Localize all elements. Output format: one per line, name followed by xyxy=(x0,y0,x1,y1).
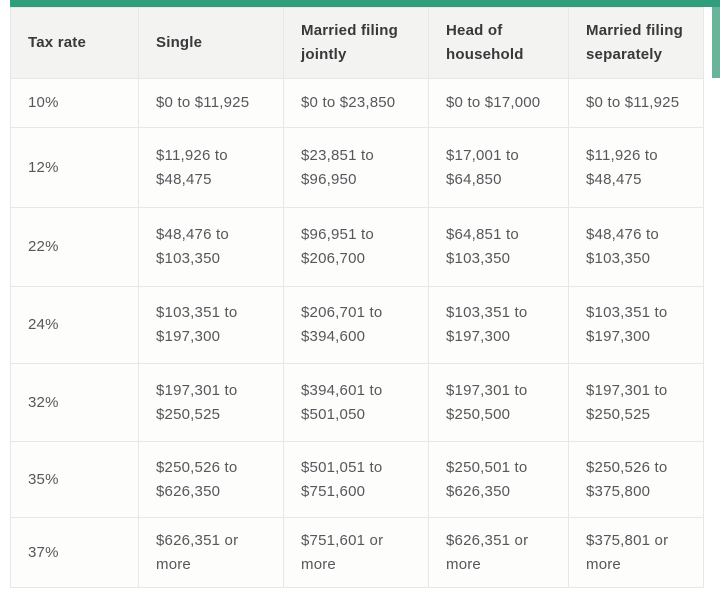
cell-married-separately: $0 to $11,925 xyxy=(568,78,704,128)
cell-single: $626,351 or more xyxy=(138,517,284,588)
cell-head-of-household: $103,351 to $197,300 xyxy=(428,286,569,364)
cell-single: $197,301 to $250,525 xyxy=(138,363,284,442)
table-row-24pct: 24% $103,351 to $197,300 $206,701 to $39… xyxy=(10,286,704,364)
cell-married-jointly: $501,051 to $751,600 xyxy=(283,441,429,518)
table-row-10pct: 10% $0 to $11,925 $0 to $23,850 $0 to $1… xyxy=(10,78,704,128)
cell-rate: 22% xyxy=(10,207,139,287)
cell-married-separately: $375,801 or more xyxy=(568,517,704,588)
column-header-head-of-household: Head of household xyxy=(428,7,569,79)
cell-head-of-household: $197,301 to $250,500 xyxy=(428,363,569,442)
cell-rate: 10% xyxy=(10,78,139,128)
cell-rate: 12% xyxy=(10,127,139,208)
cell-married-separately: $103,351 to $197,300 xyxy=(568,286,704,364)
green-edge-strip xyxy=(712,7,720,78)
cell-married-jointly: $206,701 to $394,600 xyxy=(283,286,429,364)
cell-single: $250,526 to $626,350 xyxy=(138,441,284,518)
cell-single: $0 to $11,925 xyxy=(138,78,284,128)
cell-head-of-household: $17,001 to $64,850 xyxy=(428,127,569,208)
cell-married-separately: $11,926 to $48,475 xyxy=(568,127,704,208)
cell-married-separately: $250,526 to $375,800 xyxy=(568,441,704,518)
cell-single: $103,351 to $197,300 xyxy=(138,286,284,364)
cell-married-jointly: $96,951 to $206,700 xyxy=(283,207,429,287)
cell-rate: 32% xyxy=(10,363,139,442)
column-header-married-jointly: Married filing jointly xyxy=(283,7,429,79)
table-row-32pct: 32% $197,301 to $250,525 $394,601 to $50… xyxy=(10,363,704,442)
cell-single: $11,926 to $48,475 xyxy=(138,127,284,208)
cell-married-jointly: $394,601 to $501,050 xyxy=(283,363,429,442)
cell-rate: 37% xyxy=(10,517,139,588)
table-row-22pct: 22% $48,476 to $103,350 $96,951 to $206,… xyxy=(10,207,704,287)
column-header-single: Single xyxy=(138,7,284,79)
cell-head-of-household: $64,851 to $103,350 xyxy=(428,207,569,287)
cell-married-jointly: $0 to $23,850 xyxy=(283,78,429,128)
tax-brackets-table: Tax rate Single Married filing jointly H… xyxy=(10,7,704,588)
column-header-tax-rate: Tax rate xyxy=(10,7,139,79)
table-row-12pct: 12% $11,926 to $48,475 $23,851 to $96,95… xyxy=(10,127,704,208)
table-row-37pct: 37% $626,351 or more $751,601 or more $6… xyxy=(10,517,704,588)
table-row-35pct: 35% $250,526 to $626,350 $501,051 to $75… xyxy=(10,441,704,518)
cell-head-of-household: $626,351 or more xyxy=(428,517,569,588)
header-row: Tax rate Single Married filing jointly H… xyxy=(10,7,704,79)
cell-head-of-household: $0 to $17,000 xyxy=(428,78,569,128)
cell-rate: 24% xyxy=(10,286,139,364)
cell-rate: 35% xyxy=(10,441,139,518)
cell-married-jointly: $751,601 or more xyxy=(283,517,429,588)
cell-single: $48,476 to $103,350 xyxy=(138,207,284,287)
cell-married-jointly: $23,851 to $96,950 xyxy=(283,127,429,208)
green-accent-bar xyxy=(10,0,720,7)
cell-married-separately: $48,476 to $103,350 xyxy=(568,207,704,287)
column-header-married-separately: Married filing separately xyxy=(568,7,704,79)
cell-head-of-household: $250,501 to $626,350 xyxy=(428,441,569,518)
cell-married-separately: $197,301 to $250,525 xyxy=(568,363,704,442)
